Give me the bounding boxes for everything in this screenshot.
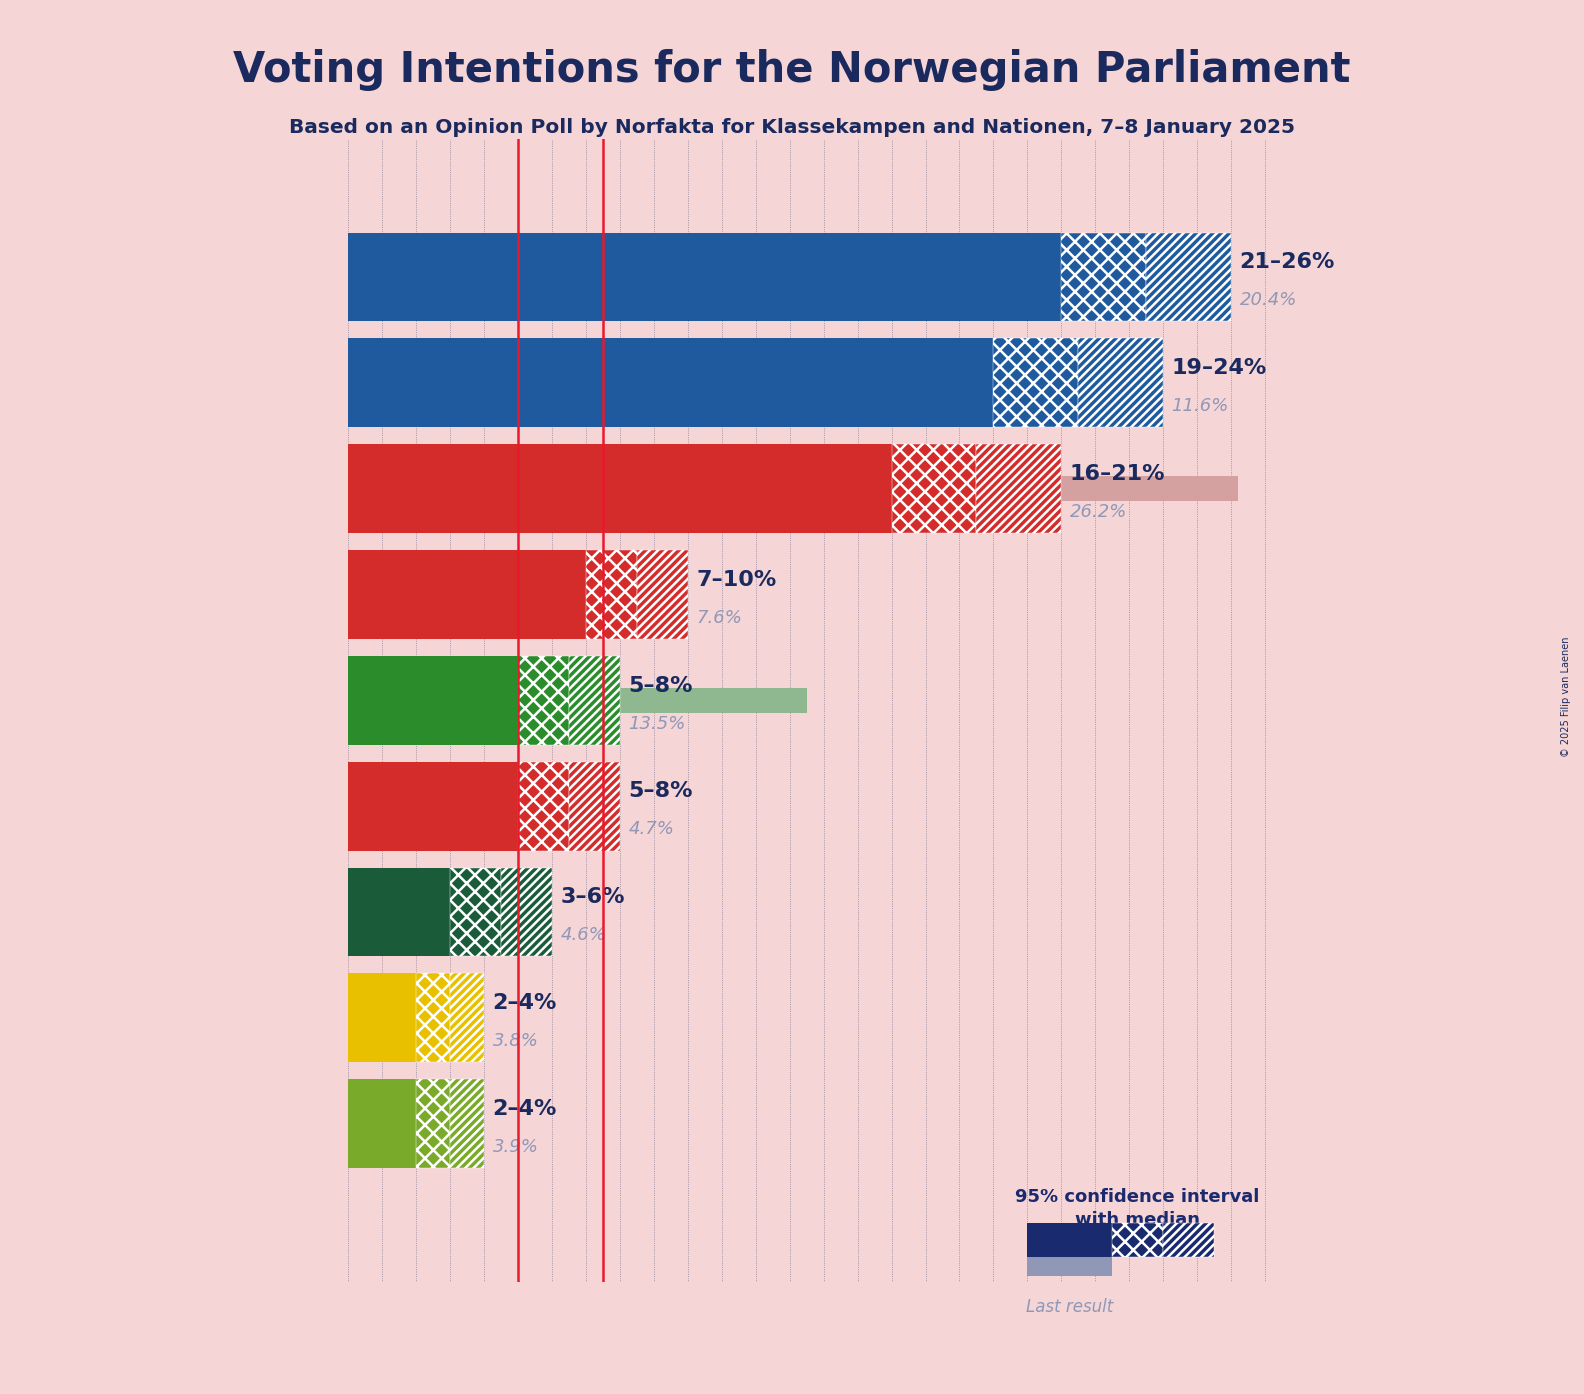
Bar bbox=[348, 1111, 482, 1136]
Text: 7–10%: 7–10% bbox=[697, 570, 776, 590]
Bar bbox=[1112, 1223, 1163, 1257]
Text: Voting Intentions for the Norwegian Parliament: Voting Intentions for the Norwegian Parl… bbox=[233, 49, 1351, 91]
Bar bbox=[348, 795, 508, 818]
Text: 13.5%: 13.5% bbox=[629, 715, 686, 733]
Bar bbox=[1079, 339, 1163, 428]
Bar bbox=[348, 657, 518, 744]
Bar bbox=[348, 1005, 477, 1030]
Bar bbox=[348, 867, 450, 956]
Text: © 2025 Filip van Laenen: © 2025 Filip van Laenen bbox=[1562, 637, 1571, 757]
Text: 5–8%: 5–8% bbox=[629, 782, 694, 802]
Bar bbox=[501, 867, 553, 956]
Bar bbox=[348, 973, 417, 1062]
Text: 26.2%: 26.2% bbox=[1069, 503, 1128, 521]
Text: Last result: Last result bbox=[1026, 1298, 1114, 1316]
Text: 3.8%: 3.8% bbox=[493, 1032, 539, 1050]
Bar bbox=[450, 1079, 485, 1168]
Bar bbox=[1147, 233, 1231, 322]
Bar bbox=[348, 477, 1237, 500]
Bar bbox=[976, 445, 1061, 533]
Bar bbox=[417, 973, 450, 1062]
Bar bbox=[348, 445, 892, 533]
Bar bbox=[348, 551, 586, 638]
Text: 2–4%: 2–4% bbox=[493, 1098, 558, 1119]
Bar bbox=[348, 233, 1061, 322]
Bar bbox=[348, 899, 505, 924]
Bar bbox=[450, 867, 501, 956]
Text: 5–8%: 5–8% bbox=[629, 676, 694, 696]
Text: 4.6%: 4.6% bbox=[561, 927, 607, 944]
Text: 3–6%: 3–6% bbox=[561, 887, 626, 907]
Text: 16–21%: 16–21% bbox=[1069, 464, 1166, 484]
Bar bbox=[348, 1079, 417, 1168]
Bar bbox=[993, 339, 1079, 428]
Bar bbox=[348, 583, 607, 606]
Bar bbox=[348, 371, 743, 395]
Bar bbox=[1028, 1223, 1112, 1257]
Bar bbox=[1163, 1223, 1213, 1257]
Text: Based on an Opinion Poll by Norfakta for Klassekampen and Nationen, 7–8 January : Based on an Opinion Poll by Norfakta for… bbox=[288, 118, 1296, 138]
Text: 4.7%: 4.7% bbox=[629, 821, 675, 838]
Text: 7.6%: 7.6% bbox=[697, 609, 743, 627]
Bar bbox=[518, 657, 569, 744]
Bar bbox=[637, 551, 687, 638]
Bar bbox=[348, 689, 806, 712]
Text: 20.4%: 20.4% bbox=[1239, 291, 1297, 309]
Bar bbox=[586, 551, 637, 638]
Text: 21–26%: 21–26% bbox=[1239, 252, 1335, 272]
Bar bbox=[518, 761, 569, 850]
Text: 95% confidence interval
with median: 95% confidence interval with median bbox=[1015, 1188, 1259, 1230]
Text: 11.6%: 11.6% bbox=[1172, 397, 1229, 415]
Bar bbox=[417, 1079, 450, 1168]
Text: 2–4%: 2–4% bbox=[493, 993, 558, 1013]
Bar bbox=[1061, 233, 1147, 322]
Bar bbox=[892, 445, 976, 533]
Bar bbox=[450, 973, 485, 1062]
Bar bbox=[569, 761, 619, 850]
Bar bbox=[348, 339, 993, 428]
Bar bbox=[348, 265, 1041, 289]
Text: 3.9%: 3.9% bbox=[493, 1138, 539, 1156]
Bar bbox=[569, 657, 619, 744]
Bar bbox=[348, 761, 518, 850]
Text: 19–24%: 19–24% bbox=[1172, 358, 1267, 378]
Bar bbox=[1028, 1257, 1112, 1276]
